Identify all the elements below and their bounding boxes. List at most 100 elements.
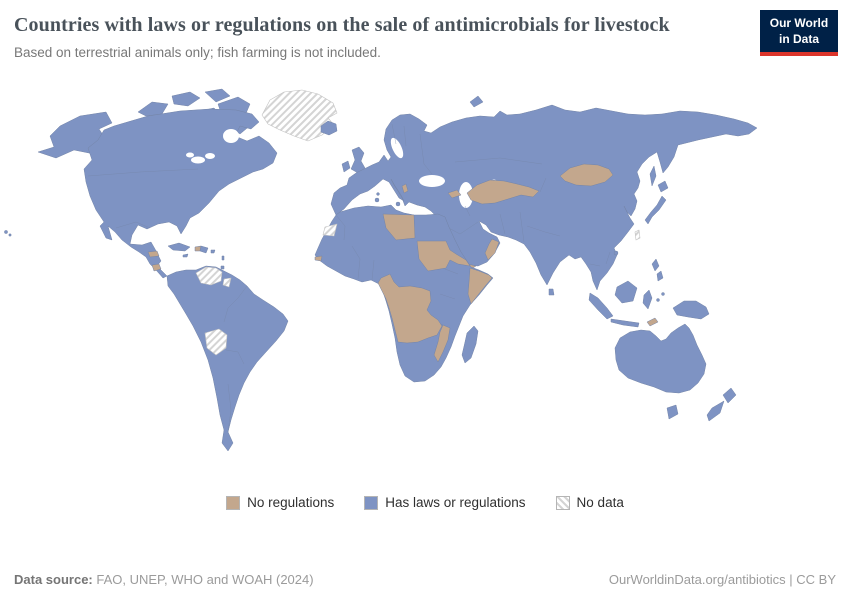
owid-logo[interactable]: Our World in Data: [760, 10, 838, 57]
europe-russia-border: [419, 134, 433, 175]
island-tasmania[interactable]: [666, 405, 679, 420]
argentina-chile-border: [227, 384, 232, 433]
country-taiwan[interactable]: [634, 230, 641, 241]
island-new-guinea[interactable]: [672, 301, 710, 320]
region-central-africa[interactable]: [377, 274, 443, 344]
country-philippines[interactable]: [651, 259, 660, 272]
country-venezuela[interactable]: [195, 267, 223, 286]
west-africa-borders: [335, 215, 375, 281]
country-australia[interactable]: [614, 324, 707, 394]
page-title: Countries with laws or regulations on th…: [14, 14, 670, 36]
country-sudan-eritrea[interactable]: [416, 241, 471, 272]
island-sumatra[interactable]: [588, 293, 614, 320]
country-cuba[interactable]: [167, 243, 191, 252]
baltic-sea: [390, 138, 404, 159]
country-japan-hokkaido[interactable]: [657, 181, 669, 193]
paraguay-border: [225, 350, 245, 365]
country-guinea-bissau[interactable]: [314, 256, 323, 262]
map-region-oceania[interactable]: [588, 259, 737, 422]
country-honduras[interactable]: [147, 251, 160, 258]
country-japan-honshu[interactable]: [644, 196, 667, 225]
island-sulawesi[interactable]: [642, 290, 653, 310]
island-sicily[interactable]: [395, 202, 401, 207]
attribution-link[interactable]: OurWorldinData.org/antibiotics | CC BY: [608, 572, 836, 587]
country-mozambique[interactable]: [433, 325, 451, 363]
country-timor-leste[interactable]: [646, 318, 659, 327]
country-new-zealand-north[interactable]: [722, 388, 737, 404]
country-madagascar[interactable]: [461, 326, 479, 364]
legend-swatch-has-laws: [364, 495, 379, 510]
country-new-zealand-south[interactable]: [706, 401, 725, 422]
map-region-north-america[interactable]: [4, 89, 278, 279]
caspian-sea: [459, 182, 473, 209]
country-western-sahara[interactable]: [322, 224, 338, 237]
map-region-europe[interactable]: [341, 96, 484, 207]
legend-label: No regulations: [247, 495, 335, 511]
hawaii[interactable]: [8, 233, 12, 237]
island-sardinia[interactable]: [374, 198, 380, 203]
country-iceland[interactable]: [320, 121, 338, 136]
country-somalia[interactable]: [467, 268, 493, 305]
great-lake: [191, 156, 205, 164]
country-ireland[interactable]: [341, 161, 351, 173]
region-central-asia[interactable]: [466, 180, 540, 205]
scandinavia-borders: [391, 124, 407, 147]
arctic-island[interactable]: [204, 89, 231, 103]
country-costa-rica[interactable]: [151, 264, 162, 272]
country-mongolia[interactable]: [559, 164, 614, 187]
arctic-island[interactable]: [137, 102, 169, 117]
legend-label: Has laws or regulations: [385, 495, 526, 511]
legend-label: No data: [576, 495, 624, 511]
arctic-island[interactable]: [171, 92, 201, 107]
island-hainan[interactable]: [613, 251, 619, 256]
map-region-south-america[interactable]: [166, 266, 289, 452]
country-dominican-republic[interactable]: [199, 246, 209, 254]
country-libya[interactable]: [382, 214, 416, 241]
island-moluccas[interactable]: [656, 298, 660, 303]
mainland-south-america[interactable]: [166, 266, 289, 452]
owid-logo-line2: in Data: [778, 31, 819, 46]
world-map[interactable]: [0, 64, 850, 489]
great-lake: [205, 153, 215, 160]
country-suriname[interactable]: [222, 278, 232, 288]
country-puerto-rico[interactable]: [210, 250, 216, 254]
region-caucasus[interactable]: [447, 190, 462, 199]
legend-swatch-no-regulations: [226, 495, 241, 510]
legend-item-no-regulations[interactable]: No regulations: [226, 495, 334, 510]
lesser-antilles[interactable]: [221, 256, 225, 261]
legend-item-no-data[interactable]: No data: [555, 495, 624, 511]
country-jamaica[interactable]: [182, 254, 189, 258]
data-source-value: FAO, UNEP, WHO and WOAH (2024): [92, 572, 314, 587]
mainland-north-america[interactable]: [83, 109, 278, 279]
island-corsica[interactable]: [376, 192, 380, 197]
map-region-eurasia[interactable]: [330, 105, 758, 296]
data-source: Data source: FAO, UNEP, WHO and WOAH (20…: [14, 572, 314, 587]
china-india-border: [526, 226, 561, 237]
country-united-kingdom[interactable]: [350, 147, 366, 174]
island-moluccas[interactable]: [661, 292, 665, 297]
map-region-africa[interactable]: [314, 205, 494, 383]
country-greenland[interactable]: [261, 90, 338, 142]
legend-swatch-no-data: [555, 495, 570, 510]
country-sri-lanka[interactable]: [548, 289, 555, 296]
hawaii[interactable]: [4, 230, 8, 235]
map-region-caribbean[interactable]: [167, 243, 225, 270]
country-oman[interactable]: [484, 239, 500, 261]
map-legend: No regulations Has laws or regulations N…: [0, 495, 850, 510]
country-bolivia[interactable]: [204, 329, 228, 356]
country-albania[interactable]: [401, 184, 409, 194]
island-sakhalin[interactable]: [649, 166, 657, 187]
country-trinidad[interactable]: [220, 266, 225, 270]
island-java[interactable]: [610, 319, 640, 328]
legend-item-has-laws[interactable]: Has laws or regulations: [364, 495, 526, 511]
owid-logo-line1: Our World: [769, 16, 829, 30]
country-philippines-south[interactable]: [656, 271, 664, 282]
island-novaya-zemlya[interactable]: [469, 96, 484, 108]
black-sea: [419, 175, 445, 188]
map-region-east-asia[interactable]: [634, 166, 669, 241]
mainland-eurasia[interactable]: [330, 105, 758, 291]
island-borneo[interactable]: [614, 281, 638, 304]
world-map-svg[interactable]: [0, 64, 850, 489]
chart-footer: Data source: FAO, UNEP, WHO and WOAH (20…: [0, 572, 850, 600]
iran-pakistan-border: [499, 214, 506, 235]
